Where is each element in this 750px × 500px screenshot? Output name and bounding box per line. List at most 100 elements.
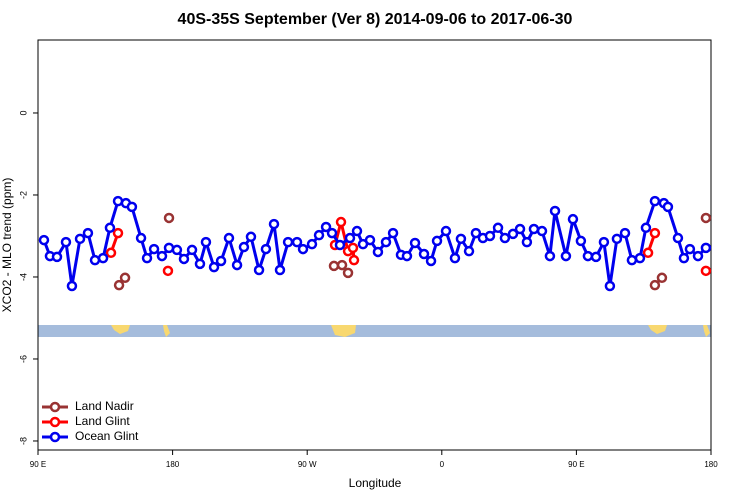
data-point [178,253,190,265]
data-point [194,258,206,270]
data-point [112,227,124,239]
data-point [692,250,704,262]
plot-frame [37,39,712,451]
data-point [449,252,461,264]
data-point [649,195,661,207]
x-tick-label: 0 [440,460,445,469]
y-tick-label: -4 [18,273,28,281]
data-point [575,235,587,247]
data-point [74,233,86,245]
x-tick-label: 90 E [568,460,584,469]
data-point [163,212,175,224]
data-point [649,279,661,291]
data-point [342,267,354,279]
data-point [268,218,280,230]
data-point [291,236,303,248]
data-point [282,236,294,248]
data-point [598,236,610,248]
data-point [348,254,360,266]
legend-marker [49,416,61,428]
data-point [700,212,712,224]
data-point [528,223,540,235]
x-tick-label: 90 W [298,460,317,469]
data-point [351,225,363,237]
data-point [104,222,116,234]
data-point [344,232,356,244]
data-point [387,227,399,239]
data-point [253,264,265,276]
land-shape [163,325,170,337]
data-point [162,265,174,277]
data-point [507,228,519,240]
data-point [425,255,437,267]
data-point [549,205,561,217]
data-point [642,247,654,259]
data-point [560,250,572,262]
legend-marker [49,431,61,443]
y-tick-label: -8 [18,437,28,445]
x-axis-title: Longitude [349,476,402,490]
data-point [231,259,243,271]
data-point [260,243,272,255]
y-tick-label: 0 [18,110,28,115]
data-point [401,250,413,262]
data-point [200,236,212,248]
data-point [297,243,309,255]
legend-label: Land Nadir [75,399,134,413]
data-point [590,251,602,263]
data-point [215,255,227,267]
data-point [326,227,338,239]
data-point [171,244,183,256]
data-point [38,234,50,246]
land-shape [111,325,130,334]
data-point [223,232,235,244]
data-point [492,222,504,234]
data-point [186,244,198,256]
data-point [626,254,638,266]
data-point [640,222,652,234]
land-shape [648,325,667,334]
data-point [306,238,318,250]
data-point [328,260,340,272]
x-tick-label: 180 [704,460,718,469]
data-point [521,236,533,248]
ocean-band [38,325,711,337]
data-point [245,231,257,243]
legend-label: Land Glint [75,414,130,428]
series-line [119,218,706,285]
data-point [662,201,674,213]
data-point [619,227,631,239]
data-point [105,247,117,259]
data-point [238,241,250,253]
y-tick-label: -2 [18,191,28,199]
data-point [208,261,220,273]
data-point [649,227,661,239]
y-axis-title: XCO2 - MLO trend (ppm) [0,178,14,313]
x-tick-label: 90 E [30,460,46,469]
data-point [470,227,482,239]
data-point [364,234,376,246]
data-point [60,236,72,248]
data-point [113,279,125,291]
data-point [440,225,452,237]
x-tick-label: 180 [166,460,180,469]
data-point [672,232,684,244]
data-point [700,265,712,277]
data-point [418,248,430,260]
data-point [89,254,101,266]
data-point [274,264,286,276]
data-point [335,216,347,228]
data-point [336,259,348,271]
y-tick-label: -6 [18,355,28,363]
data-point [97,252,109,264]
data-point [514,223,526,235]
data-point [484,230,496,242]
data-point [135,232,147,244]
data-point [582,250,594,262]
data-point [141,252,153,264]
land-map-strip [38,325,711,337]
data-point [567,213,579,225]
data-point [544,250,556,262]
